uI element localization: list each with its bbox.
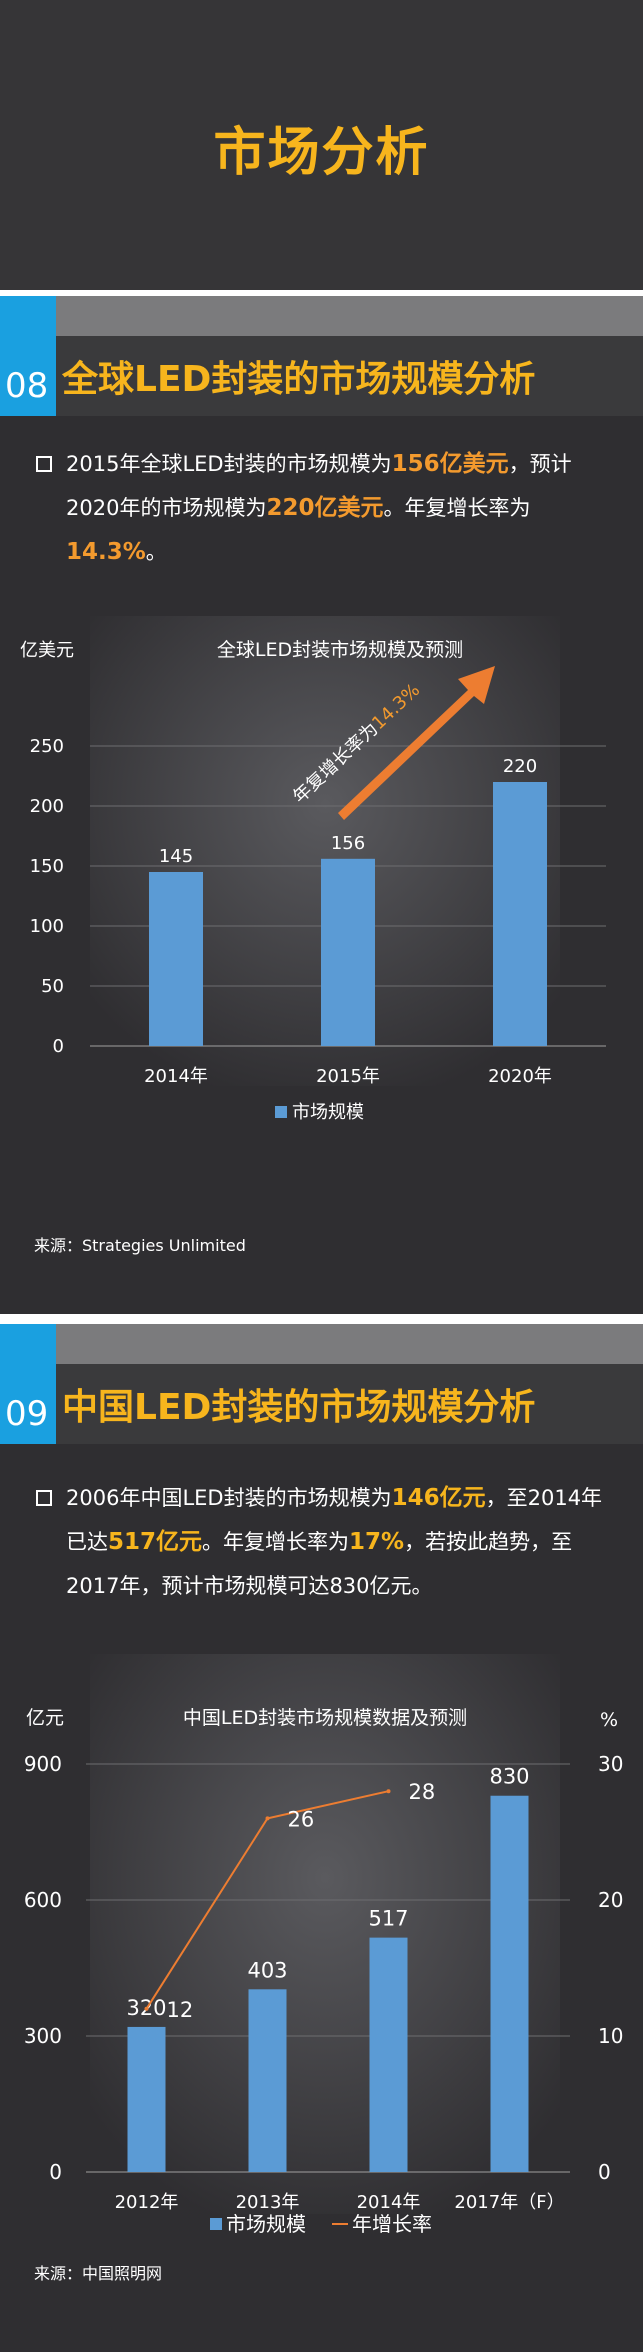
section-number: 08 <box>5 366 49 406</box>
legend-label: 市场规模 <box>226 2212 306 2236</box>
line-point <box>144 2006 149 2011</box>
legend-label: 年增长率 <box>352 2212 432 2236</box>
y-tick-label-right: 0 <box>598 2160 611 2184</box>
y-axis-label: 亿元 <box>26 1707 64 1729</box>
desc-text: ，至2014年已达 <box>66 1486 603 1554</box>
bar <box>127 2026 166 2172</box>
desc-text: 。年复增长率为 <box>202 1530 350 1554</box>
bar <box>248 1989 287 2172</box>
x-tick-label: 2012年 <box>115 2192 179 2213</box>
desc-text: ，预计2020年的市场规模为 <box>66 452 572 520</box>
source-note: 来源：中国照明网 <box>34 2264 163 2283</box>
bar <box>490 1795 529 2172</box>
desc-highlight: 146亿元 <box>391 1485 486 1511</box>
header-banner: 市场分析 <box>0 0 643 290</box>
y-tick-label: 200 <box>30 796 64 817</box>
y-tick-label: 0 <box>53 1036 64 1057</box>
data-label: 220 <box>503 756 537 777</box>
y-tick-label: 50 <box>41 976 64 997</box>
bar <box>493 782 547 1046</box>
x-tick-label: 2015年 <box>316 1066 380 1087</box>
bar <box>149 872 203 1046</box>
y-tick-label: 150 <box>30 856 64 877</box>
section-number-box: 08 <box>0 296 56 416</box>
section-global: 08 全球LED封装的市场规模分析 2015年全球LED封装的市场规模为156亿… <box>0 296 643 1314</box>
y-tick-label-right: 10 <box>598 2024 623 2048</box>
line-point <box>265 1816 270 1821</box>
desc-highlight: 220亿美元 <box>266 495 384 521</box>
chart-container: 全球LED封装市场规模及预测 亿美元 0 50 100 150 200 250 145 2014年… <box>0 606 643 1286</box>
growth-arrow <box>338 666 495 820</box>
line-data-label: 26 <box>288 1807 315 1831</box>
chart-title: 全球LED封装市场规模及预测 <box>217 639 463 661</box>
line-data-label: 28 <box>409 1780 436 1804</box>
bar <box>369 1937 408 2172</box>
data-label: 517 <box>368 1907 408 1931</box>
bullet-square-icon <box>36 1490 52 1506</box>
y-tick-label-right: 20 <box>598 1888 623 1912</box>
chart-background <box>90 1654 560 2214</box>
section-title-band <box>0 336 643 416</box>
source-note: 来源：Strategies Unlimited <box>34 1236 246 1255</box>
section-description: 2015年全球LED封装的市场规模为156亿美元，预计2020年的市场规模为22… <box>66 442 616 574</box>
data-label: 145 <box>159 846 193 867</box>
data-label: 403 <box>247 1958 287 1982</box>
legend-swatch <box>210 2218 222 2230</box>
section-number: 09 <box>5 1394 49 1434</box>
chart-container: 中国LED封装市场规模数据及预测 亿元% 0 300 600 900 0 10 20 30 320 2… <box>0 1634 643 2314</box>
chart-title: 中国LED封装市场规模数据及预测 <box>183 1707 467 1729</box>
desc-highlight: 517亿元 <box>108 1529 203 1555</box>
bullet-square-icon <box>36 456 52 472</box>
y-axis-label: 亿美元 <box>20 640 74 661</box>
x-tick-label: 2020年 <box>488 1066 552 1087</box>
chart-global-market: 全球LED封装市场规模及预测 亿美元 0 50 100 150 200 250 145 2014年… <box>20 616 606 1123</box>
bar <box>321 858 375 1046</box>
data-label: 830 <box>489 1765 529 1789</box>
section-description: 2006年中国LED封装的市场规模为146亿元，至2014年已达517亿元。年复… <box>66 1476 616 1608</box>
desc-highlight: 17% <box>349 1529 405 1555</box>
y-tick-label: 0 <box>49 2160 62 2184</box>
desc-text: 2015年全球LED封装的市场规模为 <box>66 452 392 476</box>
desc-highlight: 156亿美元 <box>391 451 509 477</box>
y-tick-label: 100 <box>30 916 64 937</box>
y-tick-label: 600 <box>24 1888 62 1912</box>
section-title: 全球LED封装的市场规模分析 <box>62 359 536 400</box>
y-tick-label: 250 <box>30 736 64 757</box>
data-label: 156 <box>331 833 365 854</box>
line-data-label: 12 <box>167 1998 194 2022</box>
desc-text: 。年复增长率为 <box>383 496 531 520</box>
desc-highlight: 14.3% <box>66 539 146 565</box>
section-title-band <box>0 1364 643 1444</box>
y-axis-label-right: % <box>600 1709 618 1731</box>
desc-text: ，若按此趋势，至2017年，预计市场规模可达830亿元。 <box>66 1530 573 1598</box>
desc-text: 。 <box>145 540 167 564</box>
y-tick-label-right: 30 <box>598 1752 623 1776</box>
legend-swatch <box>275 1106 287 1118</box>
legend-label: 市场规模 <box>292 1102 364 1123</box>
section-china: 09 中国LED封装的市场规模分析 2006年中国LED封装的市场规模为146亿… <box>0 1324 643 2352</box>
y-tick-label: 900 <box>24 1752 62 1776</box>
x-tick-label: 2017年（F） <box>454 2192 564 2213</box>
y-tick-label: 300 <box>24 2024 62 2048</box>
x-tick-label: 2014年 <box>357 2192 421 2213</box>
desc-text: 2006年中国LED封装的市场规模为 <box>66 1486 392 1510</box>
x-tick-label: 2014年 <box>144 1066 208 1087</box>
line-point <box>386 1789 391 1794</box>
x-tick-label: 2013年 <box>236 2192 300 2213</box>
page-title: 市场分析 <box>213 123 430 183</box>
section-title: 中国LED封装的市场规模分析 <box>62 1387 536 1428</box>
section-number-box: 09 <box>0 1324 56 1444</box>
